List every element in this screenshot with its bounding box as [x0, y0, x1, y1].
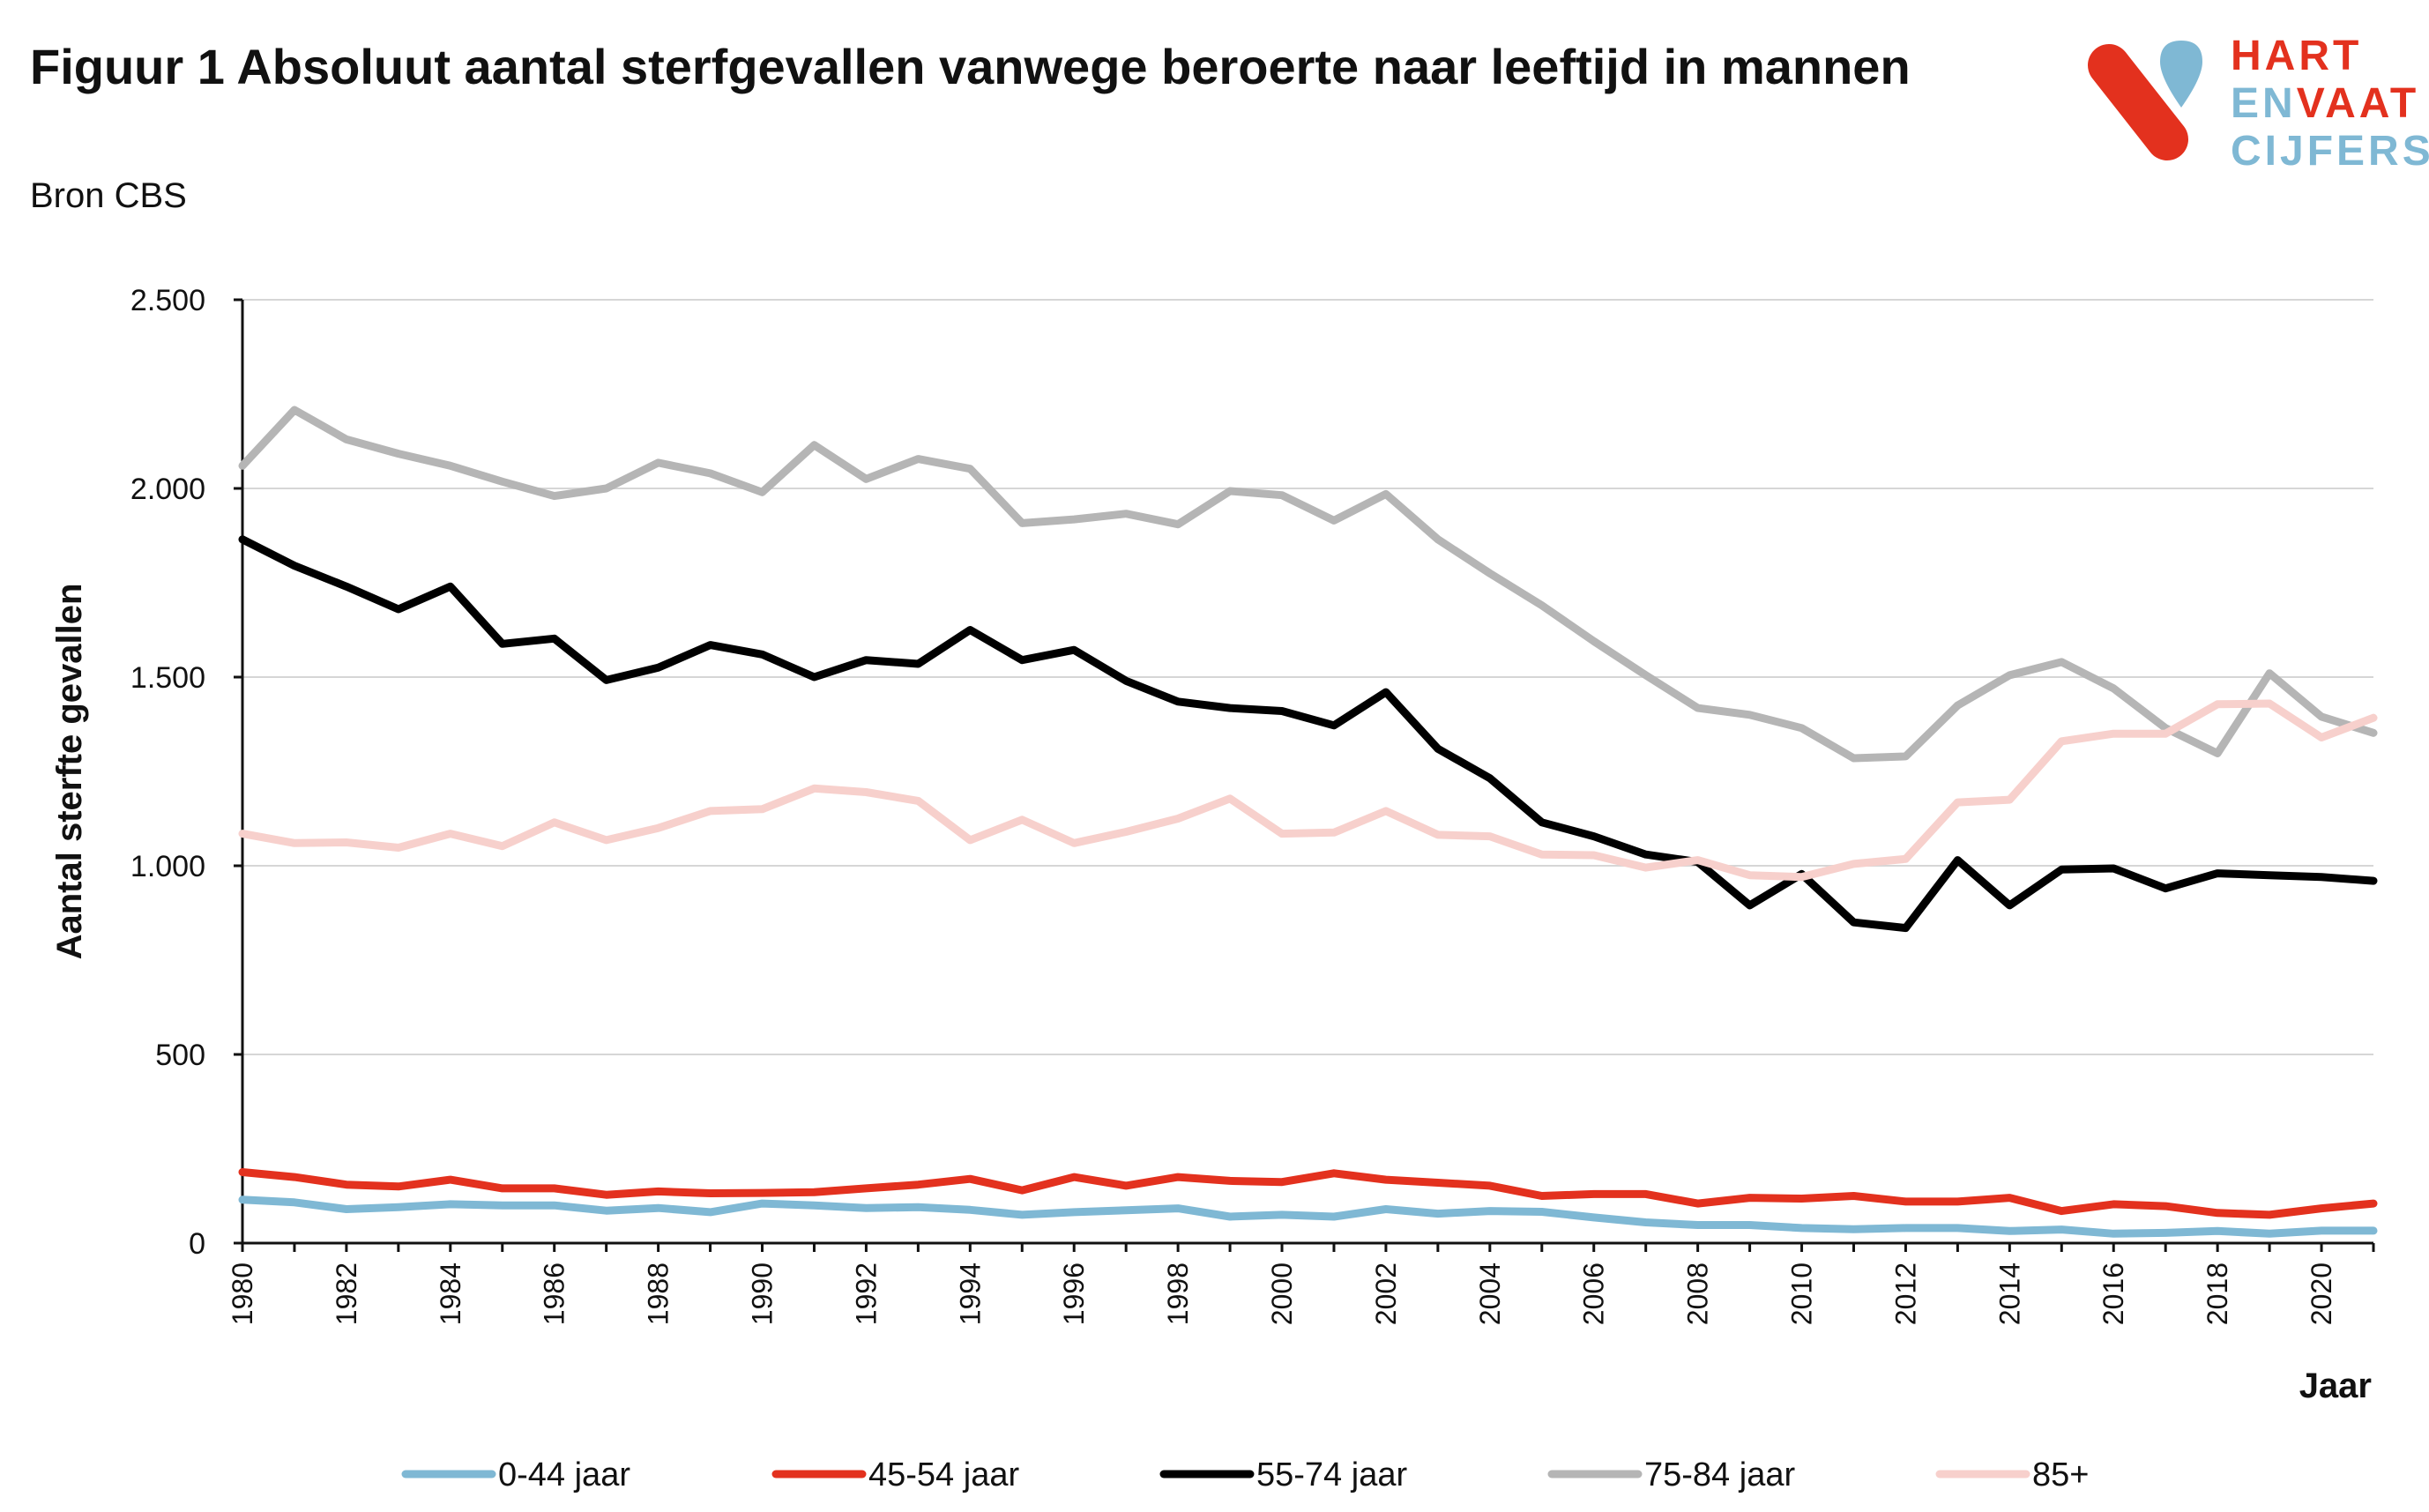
y-axis-label: Aantal sterfte gevallen	[50, 584, 89, 960]
hartenvaatcijfers-logo: HART ENVAAT CIJFERS	[2081, 26, 2429, 175]
y-tick-label: 2.000	[130, 473, 205, 506]
x-tick-label: 2014	[1993, 1262, 2025, 1325]
y-tick-label: 500	[155, 1039, 205, 1072]
x-tick-label: 2006	[1578, 1262, 1610, 1325]
x-tick-label: 2016	[2097, 1262, 2129, 1325]
x-tick-label: 2004	[1474, 1262, 1506, 1325]
x-tick-label: 2018	[2202, 1262, 2233, 1325]
series-lines	[238, 406, 2378, 1238]
x-tick-label: 2020	[2306, 1262, 2337, 1325]
legend-label: 0-44 jaar	[498, 1456, 630, 1493]
logo-word-hart: HART	[2231, 33, 2363, 79]
x-tick-label: 2002	[1370, 1262, 1402, 1325]
chart-source: Bron CBS	[30, 176, 187, 215]
x-tick-label: 1992	[850, 1262, 882, 1325]
chart-title: Figuur 1 Absoluut aantal sterfgevallen v…	[30, 39, 1911, 94]
x-tick-label: 1986	[539, 1262, 570, 1325]
series-line-85	[238, 699, 2378, 882]
logo-word-cijfers: CIJFERS	[2231, 128, 2429, 175]
series-line-45-54-jaar	[238, 1168, 2378, 1219]
x-tick-label: 1994	[954, 1262, 986, 1325]
y-tick-label: 1.500	[130, 661, 205, 695]
legend: 0-44 jaar 45-54 jaar 55-74 jaar 75-84 jaar 8…	[401, 1456, 2089, 1493]
x-tick-label: 1980	[227, 1262, 258, 1325]
x-tick-label: 1996	[1058, 1262, 1090, 1325]
logo-word-en: EN	[2231, 80, 2297, 127]
series-line-55-74-jaar	[238, 535, 2378, 933]
x-tick-label: 1988	[643, 1262, 674, 1325]
y-tick-label: 2.500	[130, 284, 205, 317]
x-axis-label: Jaar	[2299, 1367, 2372, 1405]
legend-label: 45-54 jaar	[868, 1456, 1019, 1493]
x-tick-label: 2008	[1682, 1262, 1714, 1325]
series-line-0-44-jaar	[238, 1195, 2378, 1238]
y-tick-label: 0	[189, 1227, 205, 1261]
x-axis-ticks: 1980 1982 1984 1986 1988 1990 1992 1994 1996 1998…	[227, 1243, 2375, 1325]
legend-label: 55-74 jaar	[1256, 1456, 1407, 1493]
x-tick-label: 1984	[435, 1262, 466, 1325]
legend-label: 75-84 jaar	[1644, 1456, 1795, 1493]
x-tick-label: 1982	[331, 1262, 362, 1325]
x-tick-label: 2010	[1786, 1262, 1818, 1325]
series-line-75-84-jaar	[238, 406, 2378, 763]
logo-word-vaat: VAAT	[2296, 80, 2420, 127]
logo-mark-icon	[2088, 41, 2202, 160]
x-tick-label: 2012	[1889, 1262, 1921, 1325]
y-tick-label: 1.000	[130, 850, 205, 883]
logo-word-envaat: ENVAAT	[2231, 81, 2419, 127]
gridlines	[242, 299, 2373, 1055]
x-tick-label: 1998	[1162, 1262, 1194, 1325]
legend-label: 85+	[2032, 1456, 2089, 1493]
x-tick-label: 1990	[747, 1262, 779, 1325]
axes	[241, 300, 2373, 1245]
y-axis-ticks: 0 500 1.000 1.500 2.000 2.500	[130, 284, 242, 1261]
x-tick-label: 2000	[1266, 1262, 1298, 1325]
